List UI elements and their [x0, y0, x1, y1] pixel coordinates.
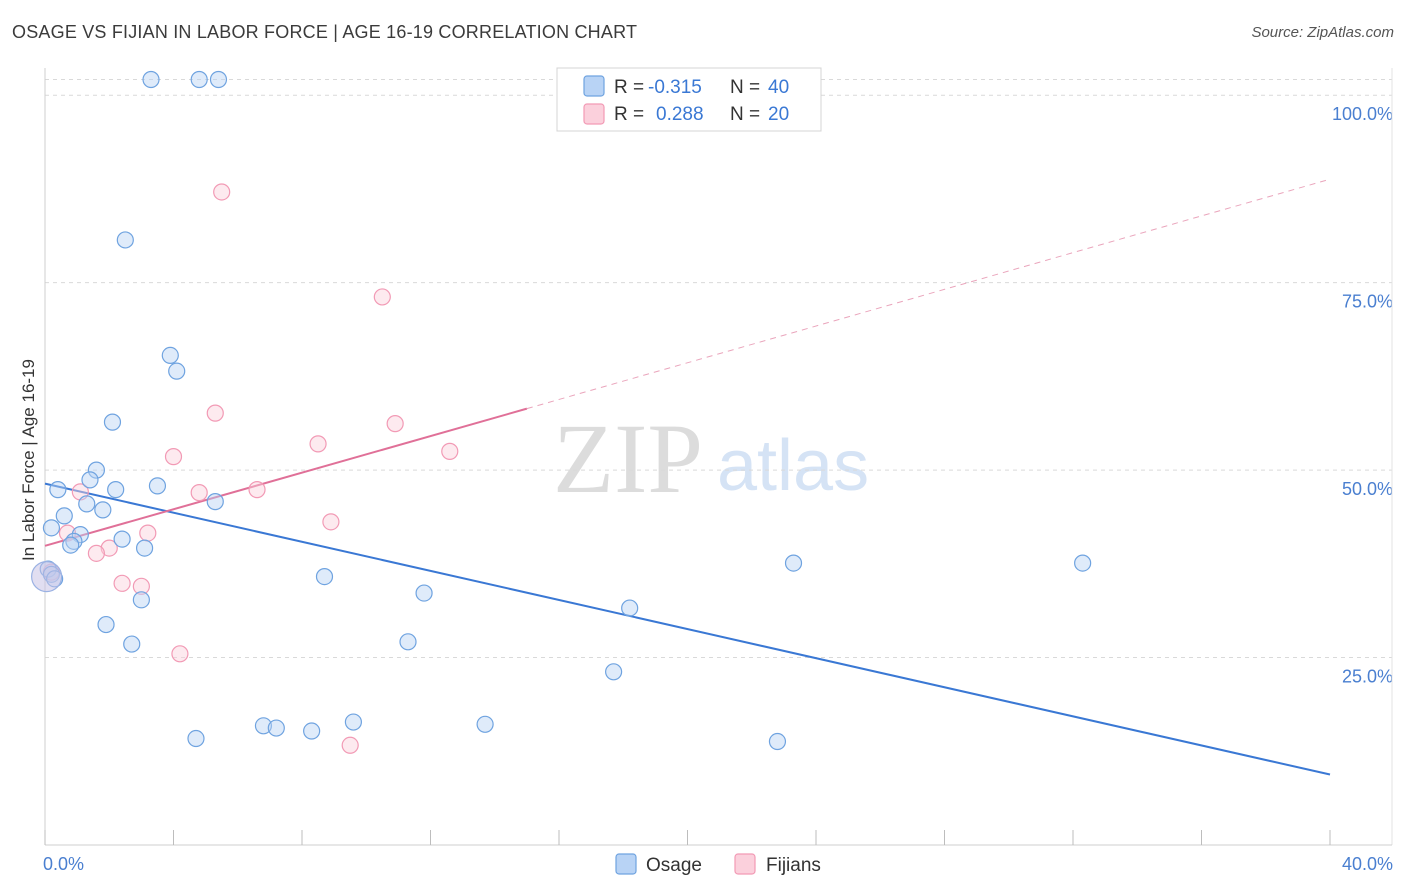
y-axis-title: In Labor Force | Age 16-19 [19, 359, 38, 561]
osage-point [62, 536, 80, 554]
fijians-point [386, 415, 404, 433]
fijians-point [248, 481, 266, 499]
chart-title: OSAGE VS FIJIAN IN LABOR FORCE | AGE 16-… [12, 22, 638, 42]
osage-point [254, 717, 273, 735]
fijians-point [322, 513, 340, 531]
osage-bottom-swatch [615, 853, 637, 875]
fijians-point [113, 574, 131, 592]
osage-n-label: N = [730, 77, 760, 98]
fijians-point [190, 484, 208, 502]
fijians-point [171, 645, 189, 663]
osage-point [42, 519, 61, 537]
osage-point [1074, 554, 1092, 572]
fijians-point [341, 736, 359, 754]
osage-point [315, 567, 334, 586]
y-tick-label: 50.0% [1342, 479, 1393, 499]
watermark-zip: ZIP [553, 403, 703, 514]
osage-point [784, 554, 803, 572]
osage-trend-line [44, 482, 1331, 776]
fijians-point [100, 539, 118, 557]
x-tick-label: 0.0% [43, 854, 84, 874]
fijians-point [164, 448, 183, 466]
osage-point [605, 663, 623, 681]
fijians-bottom-swatch [734, 853, 756, 875]
fijians-point [441, 442, 459, 460]
fijians-trend-line [44, 407, 528, 547]
osage-point [206, 493, 224, 511]
series-legend: Osage Fijians [615, 853, 821, 876]
osage-point [168, 362, 186, 380]
osage-point [142, 70, 160, 89]
osage-point [161, 346, 179, 365]
osage-point [49, 481, 67, 499]
osage-point [87, 461, 106, 479]
fijians-point [87, 544, 106, 562]
osage-point [97, 615, 115, 634]
fijians-point [213, 183, 231, 201]
fijians-legend-swatch [583, 103, 605, 125]
correlation-legend: R = -0.315 N = 40 R = 0.288 N = 20 [556, 67, 822, 132]
osage-point [209, 70, 228, 89]
fijians-legend-label: Fijians [766, 855, 821, 876]
osage-point [113, 530, 131, 548]
osage-point [132, 591, 150, 609]
osage-point [116, 231, 134, 249]
fijians-trend-extension [526, 178, 1331, 410]
osage-point [135, 539, 154, 557]
osage-r-label: R = [614, 77, 644, 98]
fijians-point [309, 435, 327, 453]
watermark-atlas: atlas [717, 426, 869, 506]
fijians-r-value: 0.288 [656, 104, 704, 125]
cluster-point [31, 560, 63, 593]
osage-point [303, 722, 321, 740]
osage-n-value: 40 [768, 77, 789, 98]
fijians-point [139, 524, 157, 542]
osage-point [190, 70, 208, 89]
osage-legend-label: Osage [646, 855, 702, 876]
osage-point [94, 501, 112, 519]
osage-point [107, 481, 125, 499]
y-tick-label: 25.0% [1342, 667, 1393, 687]
osage-point [476, 715, 494, 733]
osage-point [267, 719, 285, 737]
osage-point [148, 477, 167, 495]
fijians-n-label: N = [730, 104, 760, 125]
fijians-r-label: R = [614, 104, 644, 125]
osage-point [71, 526, 89, 544]
osage-point [187, 729, 205, 748]
fijians-n-value: 20 [768, 104, 789, 125]
osage-point [55, 507, 73, 525]
osage-point [399, 633, 417, 651]
osage-r-value: -0.315 [648, 77, 702, 98]
fijians-point [373, 288, 391, 306]
osage-point [123, 635, 141, 653]
osage-point [78, 495, 96, 513]
osage-point [768, 732, 787, 751]
source-credit: Source: ZipAtlas.com [1251, 24, 1394, 41]
osage-point [103, 413, 122, 431]
y-tick-label: 75.0% [1342, 292, 1393, 312]
osage-point [415, 584, 433, 602]
osage-point [81, 471, 99, 489]
osage-point [344, 713, 362, 731]
osage-legend-swatch [583, 75, 605, 97]
y-tick-label: 100.0% [1332, 104, 1393, 124]
x-tick-label: 40.0% [1342, 854, 1393, 874]
fijians-point [206, 404, 224, 422]
fijians-point [132, 577, 150, 595]
osage-point [621, 599, 639, 617]
